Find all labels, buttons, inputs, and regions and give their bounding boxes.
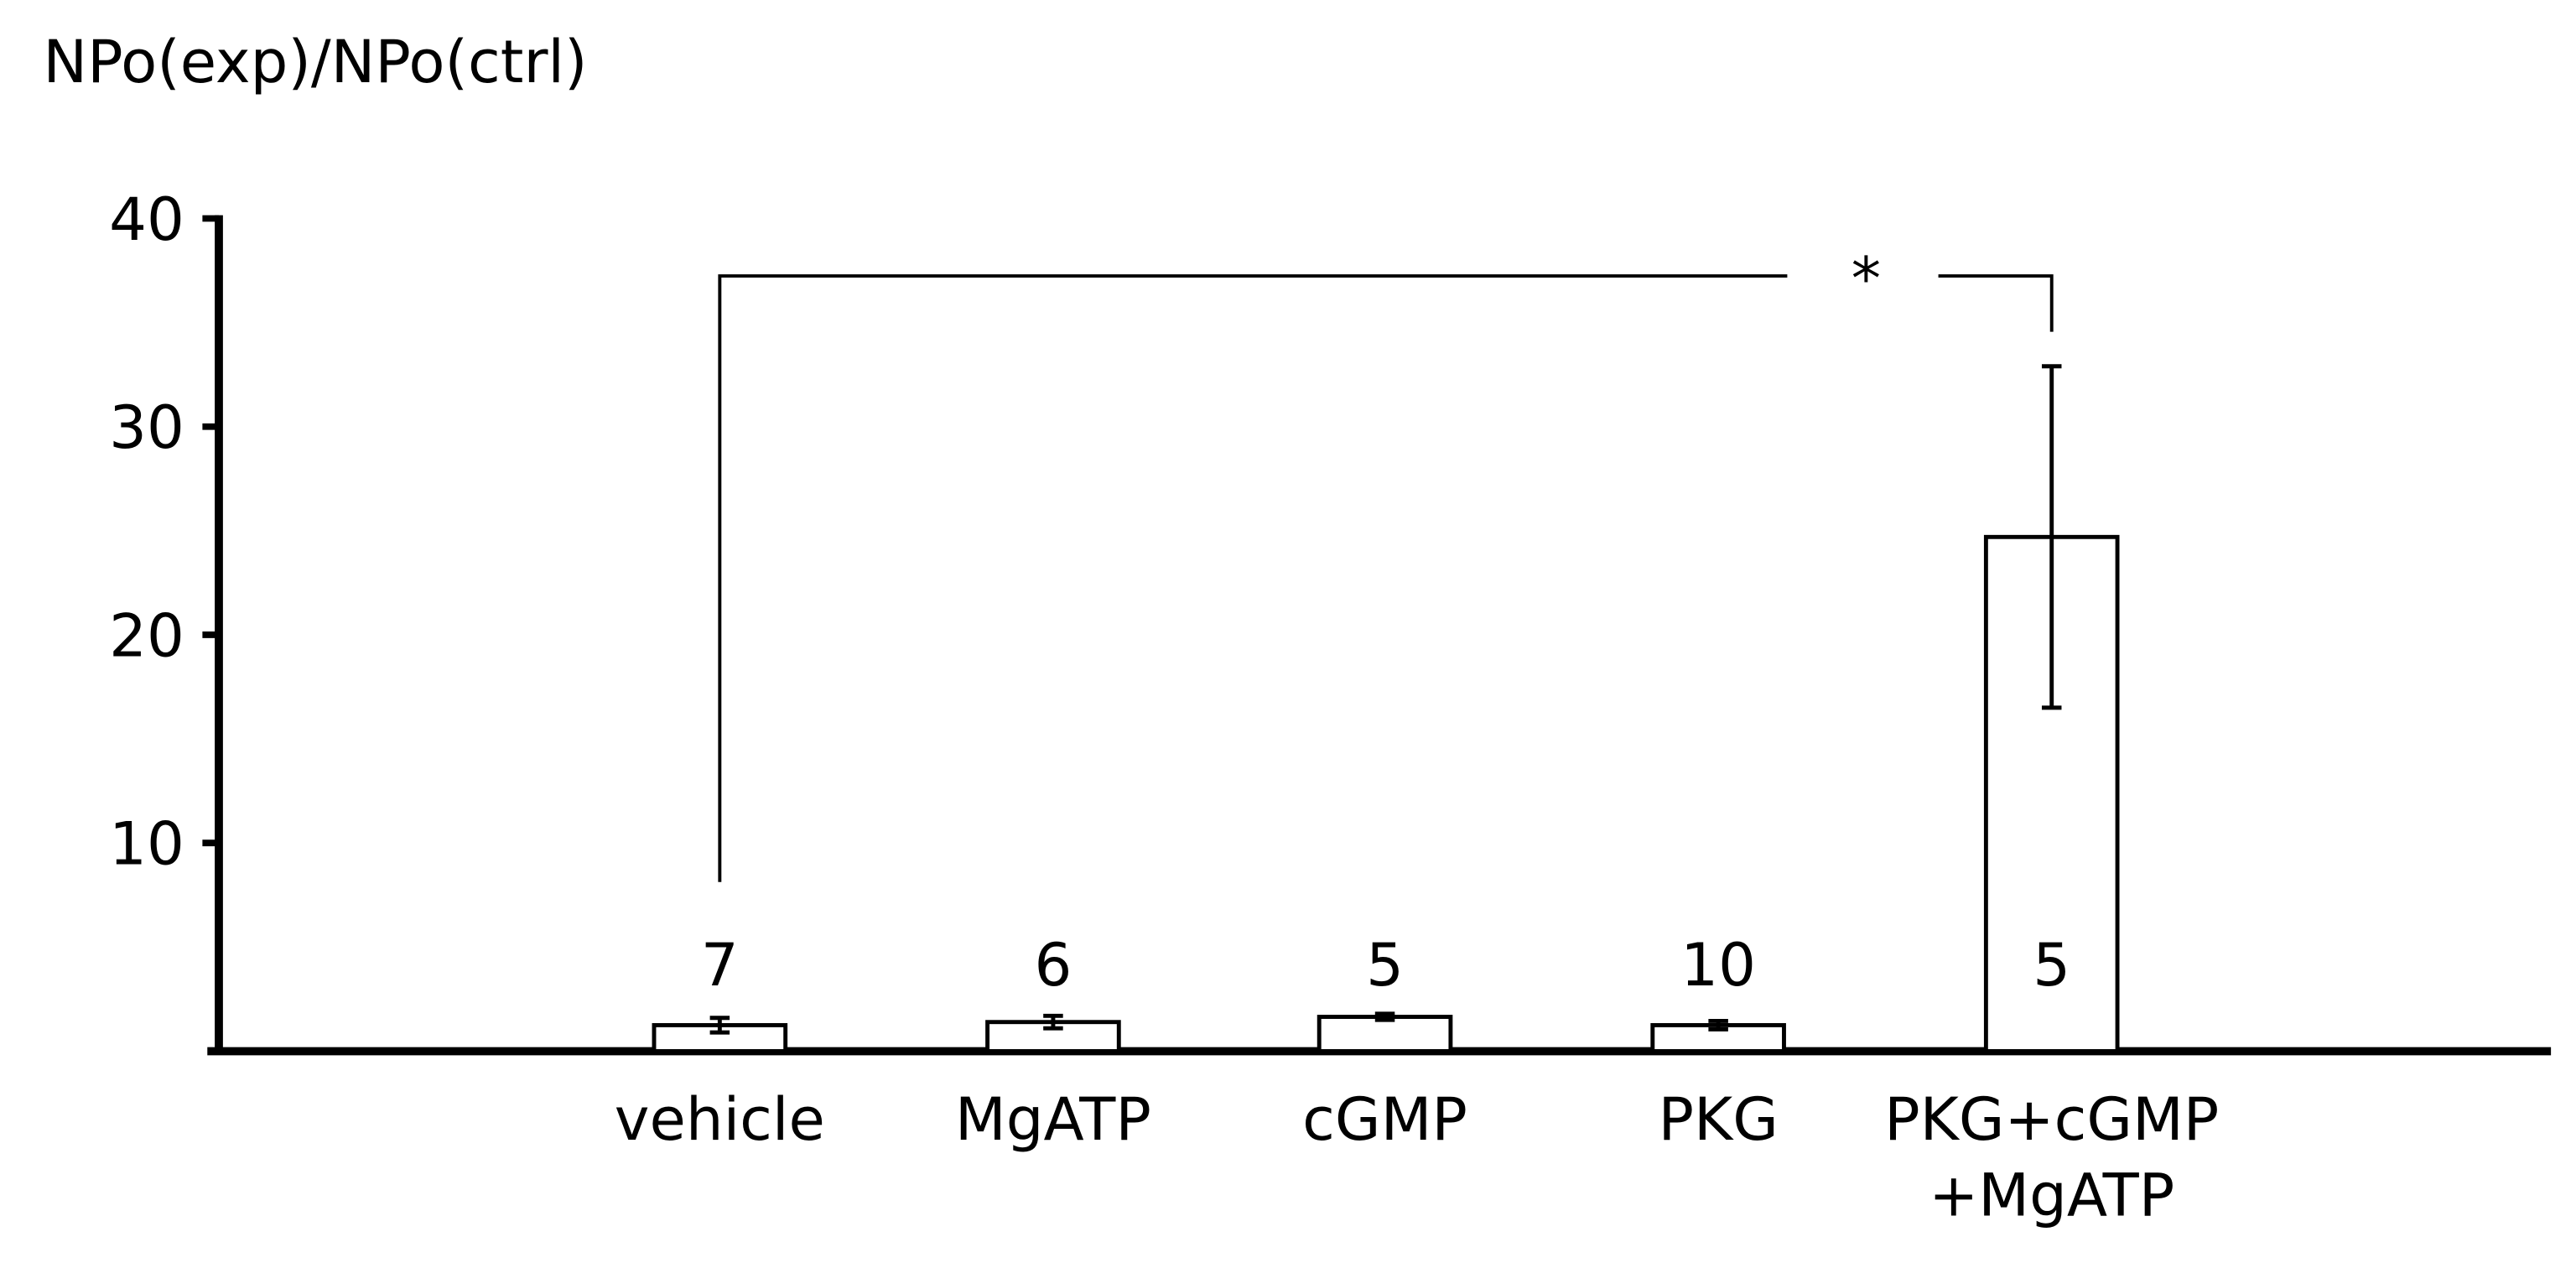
error-bar	[1708, 1019, 1728, 1032]
y-tick-label: 40	[109, 185, 184, 254]
error-bar	[2041, 364, 2062, 710]
n-label: 6	[1034, 931, 1072, 1000]
y-tick-label: 30	[109, 393, 184, 462]
n-label: 7	[701, 931, 739, 1000]
significance-label: *	[1852, 244, 1881, 313]
x-tick-label: vehicle	[614, 1087, 825, 1155]
x-tick-label: PKG	[1658, 1087, 1779, 1155]
x-tick-label: PKG+cGMP +MgATP	[1884, 1087, 2220, 1230]
error-bar	[709, 1016, 730, 1035]
y-tick-label: 10	[109, 810, 184, 879]
n-label: 5	[1366, 931, 1404, 1000]
n-label: 5	[2033, 931, 2070, 1000]
error-bar	[1043, 1013, 1063, 1031]
significance-bracket	[718, 274, 1788, 882]
y-axis-label: NPo(exp)/NPo(ctrl)	[43, 28, 587, 96]
x-tick-label: cGMP	[1302, 1087, 1467, 1155]
x-tick-label-box: MgATP	[954, 1087, 1151, 1155]
x-tick-label-box: PKG	[1658, 1087, 1779, 1155]
n-label: 10	[1680, 931, 1756, 1000]
x-tick-label: MgATP	[954, 1087, 1151, 1155]
x-tick-label-box: vehicle	[614, 1087, 825, 1155]
x-tick-label-box: PKG+cGMP +MgATP	[1884, 1087, 2220, 1230]
significance-bracket	[1938, 274, 2054, 332]
y-tick-label: 20	[109, 601, 184, 670]
x-tick-label-box: cGMP	[1302, 1087, 1467, 1155]
error-bar	[1374, 1011, 1395, 1022]
